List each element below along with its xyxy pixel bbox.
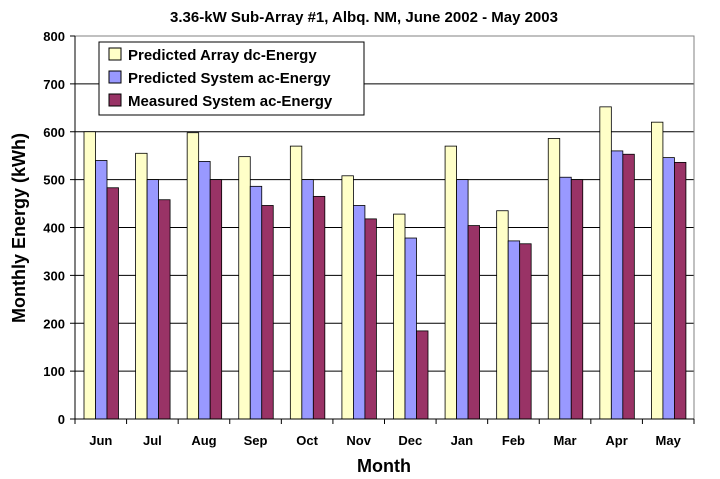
bar-jul-series-2 bbox=[146, 179, 159, 420]
bar-feb-series-1 bbox=[496, 210, 509, 420]
bar-nov-series-3 bbox=[364, 218, 377, 420]
y-tick-label: 700 bbox=[43, 77, 65, 92]
y-tick-label: 0 bbox=[58, 412, 65, 427]
legend-box bbox=[98, 41, 365, 116]
bar-feb-series-3 bbox=[519, 243, 532, 420]
bar-sep-series-3 bbox=[261, 205, 274, 420]
y-tick-label: 200 bbox=[43, 316, 65, 331]
bar-may-series-1 bbox=[651, 121, 664, 420]
bar-nov-series-1 bbox=[341, 175, 354, 420]
y-tick-label: 800 bbox=[43, 29, 65, 44]
y-tick-label: 600 bbox=[43, 125, 65, 140]
x-tick-label: Dec bbox=[398, 433, 422, 448]
bar-oct-series-1 bbox=[289, 145, 303, 420]
legend: Predicted Array dc-Energy Predicted Syste… bbox=[98, 41, 365, 116]
bar-may-series-3 bbox=[674, 161, 687, 420]
bar-apr-series-2 bbox=[610, 150, 624, 420]
y-tick-label: 400 bbox=[43, 221, 65, 236]
x-tick-label: Jun bbox=[89, 433, 112, 448]
x-tick-label: Jan bbox=[451, 433, 473, 448]
x-tick-label: Oct bbox=[296, 433, 318, 448]
bar-jul-series-1 bbox=[135, 152, 148, 420]
x-tick-label: May bbox=[656, 433, 682, 448]
x-tick-label: Sep bbox=[244, 433, 268, 448]
y-tick-label: 100 bbox=[43, 364, 65, 379]
legend-swatch bbox=[108, 47, 122, 61]
bar-nov-series-2 bbox=[353, 205, 366, 420]
legend-label: Predicted System ac-Energy bbox=[128, 70, 331, 87]
y-axis-title: Monthly Energy (kWh) bbox=[9, 133, 29, 323]
bar-aug-series-1 bbox=[186, 132, 200, 420]
legend-label: Predicted Array dc-Energy bbox=[128, 47, 317, 64]
bar-aug-series-2 bbox=[198, 161, 211, 420]
bar-jun-series-2 bbox=[95, 160, 108, 420]
x-tick-label: Feb bbox=[502, 433, 525, 448]
bar-jan-series-2 bbox=[456, 179, 469, 420]
bar-feb-series-2 bbox=[507, 240, 521, 420]
bar-oct-series-3 bbox=[312, 195, 326, 420]
bar-dec-series-2 bbox=[404, 237, 417, 420]
bar-jun-series-3 bbox=[106, 187, 119, 420]
bar-jun-series-1 bbox=[83, 131, 96, 420]
y-tick-label: 500 bbox=[43, 173, 65, 188]
x-tick-label: Jul bbox=[143, 433, 162, 448]
bar-apr-series-3 bbox=[622, 153, 635, 420]
bars-layer bbox=[83, 106, 687, 420]
bar-mar-series-3 bbox=[570, 179, 584, 420]
bar-oct-series-2 bbox=[301, 179, 314, 420]
x-tick-label: Mar bbox=[553, 433, 576, 448]
chart-title: 3.36-kW Sub-Array #1, Albq. NM, June 200… bbox=[170, 9, 558, 26]
legend-label: Measured System ac-Energy bbox=[128, 93, 333, 110]
bar-dec-series-3 bbox=[416, 330, 429, 420]
bar-apr-series-1 bbox=[599, 106, 612, 420]
axis-layer: 0 100 200 300 400 500 600 700 800 Jun Jul Aug Sep Oct… bbox=[43, 29, 695, 448]
x-axis-title: Month bbox=[357, 456, 411, 476]
grid-layer bbox=[75, 83, 694, 372]
bar-jan-series-3 bbox=[467, 225, 480, 420]
bar-aug-series-3 bbox=[209, 179, 223, 420]
bar-may-series-2 bbox=[662, 157, 675, 420]
bar-mar-series-1 bbox=[547, 138, 561, 420]
x-tick-label: Aug bbox=[191, 433, 216, 448]
bar-sep-series-1 bbox=[238, 156, 251, 420]
legend-swatch bbox=[108, 93, 122, 107]
y-tick-label: 300 bbox=[43, 268, 65, 283]
x-tick-label: Nov bbox=[346, 433, 371, 448]
x-tick-label: Apr bbox=[605, 433, 627, 448]
bar-mar-series-2 bbox=[559, 176, 572, 420]
bar-sep-series-2 bbox=[249, 185, 263, 420]
bar-dec-series-1 bbox=[393, 213, 406, 420]
bar-jan-series-1 bbox=[444, 145, 457, 420]
bar-jul-series-3 bbox=[158, 199, 171, 420]
legend-swatch bbox=[108, 70, 122, 84]
